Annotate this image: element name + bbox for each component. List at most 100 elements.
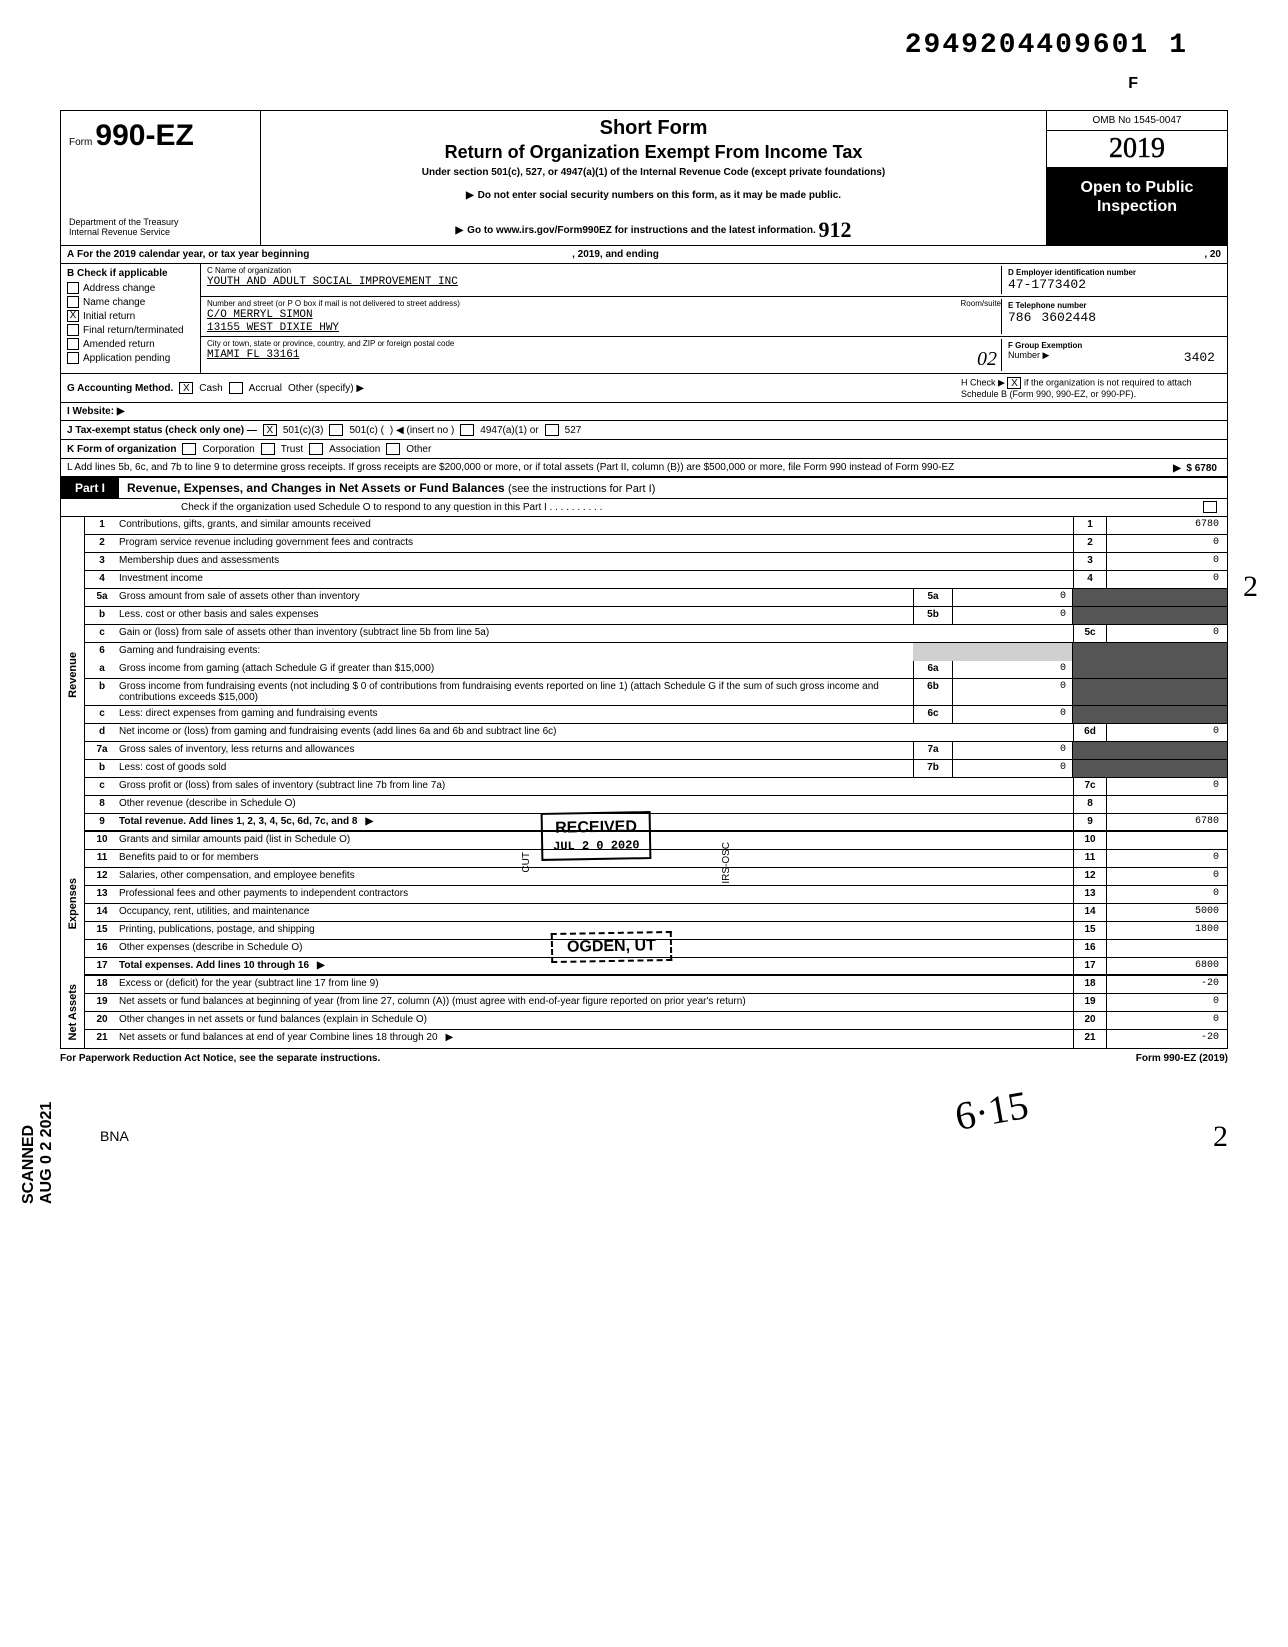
ein-value: 47-1773402	[1008, 277, 1086, 292]
line-17-value: 6800	[1107, 958, 1227, 974]
short-form-title: Short Form	[271, 117, 1036, 140]
chk-name-change[interactable]: Name change	[67, 296, 194, 308]
line-9-desc: Total revenue. Add lines 1, 2, 3, 4, 5c,…	[119, 816, 361, 827]
line-3-desc: Membership dues and assessments	[119, 555, 283, 566]
page-corner-number: 2	[1213, 1120, 1228, 1154]
line-6c-value: 0	[953, 706, 1073, 723]
chk-accrual[interactable]	[229, 382, 243, 394]
part-1-subtitle: (see the instructions for Part I)	[508, 483, 655, 495]
line-7b-value: 0	[953, 760, 1073, 777]
line-1-value: 6780	[1107, 517, 1227, 534]
chk-4947a1[interactable]	[460, 424, 474, 436]
line-7a-desc: Gross sales of inventory, less returns a…	[119, 744, 358, 755]
chk-association[interactable]	[309, 443, 323, 455]
handwritten-912: 912	[819, 217, 852, 242]
form-prefix: Form	[69, 137, 92, 148]
chk-initial-return[interactable]: XInitial return	[67, 310, 194, 322]
street-label: Number and street (or P O box if mail is…	[207, 299, 1001, 308]
under-section: Under section 501(c), 527, or 4947(a)(1)…	[271, 167, 1036, 178]
line-6b-desc: Gross income from fundraising events (no…	[119, 681, 879, 703]
line-20-value: 0	[1107, 1012, 1227, 1029]
line-15-value: 1800	[1107, 922, 1227, 939]
letter-f: F	[1128, 75, 1138, 93]
group-exemption-label: F Group Exemption	[1008, 341, 1215, 350]
header-left: Form 990-EZ Department of the Treasury I…	[61, 111, 261, 245]
tel-number: 3602448	[1041, 310, 1096, 325]
tel-label: E Telephone number	[1008, 301, 1215, 310]
line-6a-value: 0	[953, 661, 1073, 678]
line-12-value: 0	[1107, 868, 1227, 885]
line-5a-value: 0	[953, 589, 1073, 606]
omb-number: OMB No 1545-0047	[1047, 111, 1227, 131]
line-21-desc: Net assets or fund balances at end of ye…	[119, 1032, 442, 1043]
chk-amended-return[interactable]: Amended return	[67, 338, 194, 350]
line-15-desc: Printing, publications, postage, and shi…	[119, 924, 319, 935]
row-i-website: I Website: ▶	[61, 403, 1227, 421]
chk-527[interactable]	[545, 424, 559, 436]
expenses-section: Expenses 10Grants and similar amounts pa…	[61, 832, 1227, 976]
margin-annotation: 2	[1243, 570, 1258, 604]
header-middle: Short Form Return of Organization Exempt…	[261, 111, 1047, 245]
city-state-zip: MIAMI FL 33161	[207, 349, 299, 361]
line-5b-value: 0	[953, 607, 1073, 624]
chk-final-return[interactable]: Final return/terminated	[67, 324, 194, 336]
line-7c-value: 0	[1107, 778, 1227, 795]
line-7c-desc: Gross profit or (loss) from sales of inv…	[119, 780, 449, 791]
goto-url: Go to www.irs.gov/Form990EZ for instruct…	[455, 225, 815, 236]
chk-other-org[interactable]	[386, 443, 400, 455]
line-17-desc: Total expenses. Add lines 10 through 16	[119, 960, 313, 971]
chk-cash[interactable]: X	[179, 382, 193, 394]
line-6c-desc: Less: direct expenses from gaming and fu…	[119, 708, 381, 719]
chk-trust[interactable]	[261, 443, 275, 455]
irs-label: Internal Revenue Service	[69, 227, 252, 237]
org-name: YOUTH AND ADULT SOCIAL IMPROVEMENT INC	[207, 276, 458, 288]
net-assets-section: Net Assets 18Excess or (deficit) for the…	[61, 976, 1227, 1048]
chk-schedule-b[interactable]: X	[1007, 377, 1021, 389]
chk-corporation[interactable]	[182, 443, 196, 455]
col-b-checkboxes: B Check if applicable Address change Nam…	[61, 264, 201, 373]
line-6b-value: 0	[953, 679, 1073, 705]
chk-address-change[interactable]: Address change	[67, 282, 194, 294]
line-3-value: 0	[1107, 553, 1227, 570]
net-assets-side-label: Net Assets	[61, 976, 85, 1048]
line-8-value	[1107, 796, 1227, 813]
row-h-schedule-b: H Check ▶ X if the organization is not r…	[961, 377, 1221, 399]
care-of: C/O MERRYL SIMON	[207, 309, 313, 321]
revenue-section: Revenue 1Contributions, gifts, grants, a…	[61, 517, 1227, 832]
form-990ez: Form 990-EZ Department of the Treasury I…	[60, 110, 1228, 1049]
form-header: Form 990-EZ Department of the Treasury I…	[61, 111, 1227, 246]
chk-501c[interactable]	[329, 424, 343, 436]
line-6-desc: Gaming and fundraising events:	[119, 645, 264, 656]
row-a-tax-year: A For the 2019 calendar year, or tax yea…	[61, 246, 1227, 264]
ein-label: D Employer identification number	[1008, 268, 1215, 277]
chk-schedule-o[interactable]	[1203, 501, 1217, 513]
line-10-value	[1107, 832, 1227, 849]
chk-application-pending[interactable]: Application pending	[67, 352, 194, 364]
line-2-value: 0	[1107, 535, 1227, 552]
line-11-desc: Benefits paid to or for members	[119, 852, 263, 863]
line-19-value: 0	[1107, 994, 1227, 1011]
line-4-desc: Investment income	[119, 573, 207, 584]
line-1-desc: Contributions, gifts, grants, and simila…	[119, 519, 375, 530]
street-address: 13155 WEST DIXIE HWY	[207, 322, 339, 334]
form-footer: For Paperwork Reduction Act Notice, see …	[60, 1049, 1228, 1068]
revenue-side-label: Revenue	[61, 517, 85, 832]
row-g-accounting: G Accounting Method. XCash Accrual Other…	[61, 374, 1227, 403]
line-9-value: 6780	[1107, 814, 1227, 830]
identity-block: B Check if applicable Address change Nam…	[61, 264, 1227, 374]
dln-number: 29492044096011	[905, 30, 1188, 61]
line-6a-desc: Gross income from gaming (attach Schedul…	[119, 663, 438, 674]
line-7b-desc: Less: cost of goods sold	[119, 762, 230, 773]
line-5a-desc: Gross amount from sale of assets other t…	[119, 591, 364, 602]
line-7a-value: 0	[953, 742, 1073, 759]
chk-501c3[interactable]: X	[263, 424, 277, 436]
line-10-desc: Grants and similar amounts paid (list in…	[119, 834, 354, 845]
bna-label: BNA	[100, 1128, 1228, 1144]
header-right: OMB No 1545-0047 2019 Open to Public Ins…	[1047, 111, 1227, 245]
line-5c-value: 0	[1107, 625, 1227, 642]
city-label: City or town, state or province, country…	[207, 339, 1001, 348]
line-2-desc: Program service revenue including govern…	[119, 537, 417, 548]
form-id-footer: Form 990-EZ (2019)	[1136, 1053, 1228, 1064]
ssn-warning: Do not enter social security numbers on …	[466, 190, 841, 201]
tax-year: 2019	[1047, 131, 1227, 168]
